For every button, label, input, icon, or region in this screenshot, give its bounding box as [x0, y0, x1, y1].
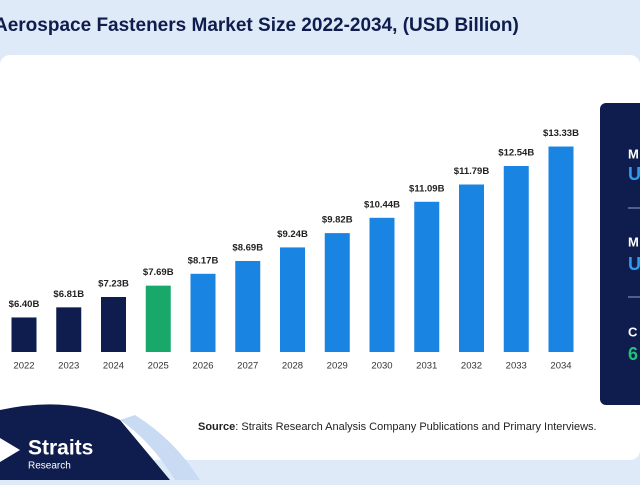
- bar: [503, 166, 529, 352]
- value-label: $8.17B: [188, 255, 219, 266]
- card: [0, 55, 640, 460]
- x-tick-label: 2029: [327, 361, 348, 372]
- x-tick-label: 2031: [416, 361, 437, 372]
- value-label: $9.24B: [277, 229, 308, 240]
- value-label: $9.82B: [322, 215, 353, 226]
- value-label: $7.69B: [143, 267, 174, 278]
- value-label: $7.23B: [98, 279, 129, 290]
- bar: [280, 247, 305, 352]
- bar: [235, 260, 261, 352]
- source-label: Source: [198, 421, 235, 433]
- logo-name: Straits: [28, 437, 93, 460]
- footer-wave: [0, 404, 170, 480]
- x-tick-label: 2032: [461, 361, 482, 372]
- bar: [324, 233, 350, 352]
- bar: [548, 146, 574, 352]
- logo-sub: Research: [28, 461, 71, 472]
- bar: [190, 273, 216, 352]
- x-tick-label: 2028: [282, 361, 303, 372]
- x-tick-label: 2023: [58, 361, 79, 372]
- footer-accent: [120, 415, 200, 480]
- bar: [101, 296, 126, 352]
- panel-text: M: [628, 234, 639, 249]
- side-panel: [600, 103, 640, 405]
- x-tick-label: 2024: [103, 361, 124, 372]
- value-label: $6.40B: [9, 299, 40, 310]
- value-label: $11.79B: [454, 166, 490, 177]
- value-label: $6.81B: [53, 289, 84, 300]
- value-label: $13.33B: [543, 128, 579, 139]
- panel-text: M: [628, 146, 639, 161]
- value-label: $8.69B: [232, 242, 263, 253]
- bar: [459, 184, 484, 352]
- panel-text: U: [628, 254, 640, 274]
- value-label: $10.44B: [364, 199, 400, 210]
- value-label: $11.09B: [409, 183, 445, 194]
- x-tick-label: 2026: [192, 361, 213, 372]
- x-tick-label: 2025: [148, 361, 169, 372]
- chart-title: Aerospace Fasteners Market Size 2022-203…: [0, 15, 519, 36]
- source-text: : Straits Research Analysis Company Publ…: [235, 421, 596, 433]
- x-tick-label: 2022: [13, 361, 34, 372]
- x-tick-label: 2030: [371, 361, 392, 372]
- bar: [11, 317, 37, 352]
- x-tick-label: 2033: [506, 361, 527, 372]
- x-tick-label: 2027: [237, 361, 258, 372]
- bar: [56, 307, 82, 352]
- bar: [414, 201, 440, 352]
- value-label: $12.54B: [498, 148, 534, 159]
- logo-icon: [0, 438, 20, 462]
- bar: [145, 285, 171, 352]
- panel-text: U: [628, 164, 640, 184]
- source: Source: Straits Research Analysis Compan…: [198, 421, 597, 433]
- x-tick-label: 2034: [550, 361, 571, 372]
- panel-text: 6: [628, 344, 638, 364]
- bar: [369, 217, 395, 352]
- panel-text: C: [628, 324, 638, 339]
